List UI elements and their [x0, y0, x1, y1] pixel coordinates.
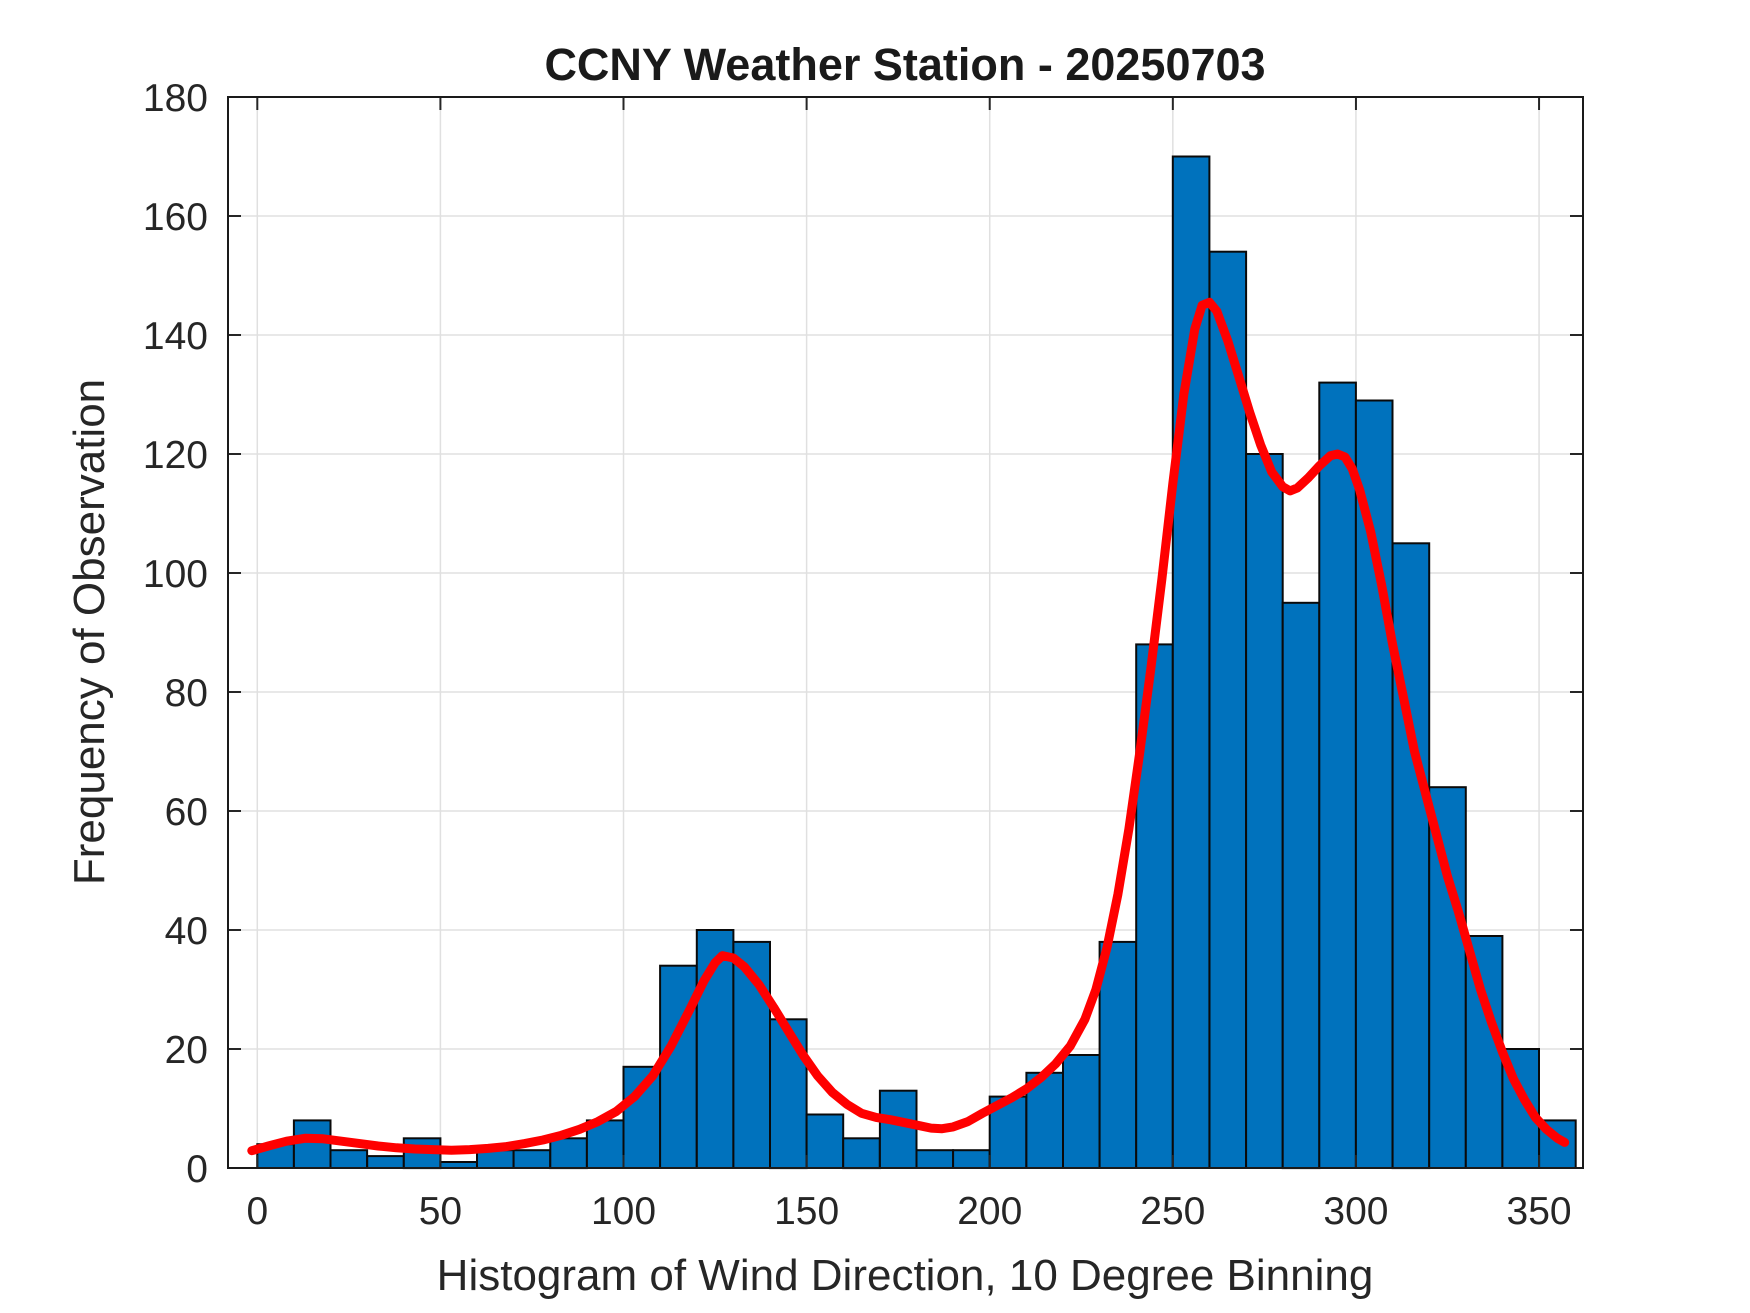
plot-border [227, 96, 1584, 1169]
y-tick-labels: 0 20 40 60 80 100 120 140 160 180 [143, 77, 208, 1191]
fit-curve-line [247, 297, 1570, 1156]
y-tick-label: 0 [186, 1148, 208, 1191]
y-tick-label: 60 [165, 791, 208, 834]
x-tick-label: 150 [774, 1190, 839, 1233]
x-tick-label: 300 [1323, 1190, 1388, 1233]
y-tick-label: 20 [165, 1029, 208, 1072]
histogram-bar [512, 1149, 552, 1169]
x-axis-label: Histogram of Wind Direction, 10 Degree B… [437, 1251, 1374, 1300]
histogram-bar [769, 1018, 808, 1170]
histogram-bar [366, 1155, 405, 1169]
histogram-bars [256, 155, 1577, 1170]
histogram-bar [952, 1149, 991, 1169]
x-tick-label: 0 [246, 1190, 268, 1233]
x-tick-label: 250 [1140, 1190, 1205, 1233]
histogram-bar [1428, 786, 1467, 1169]
histogram-bar [329, 1149, 369, 1169]
y-tick-label: 180 [143, 77, 208, 120]
histogram-bar [1354, 399, 1394, 1169]
x-tick-label: 350 [1507, 1190, 1572, 1233]
y-tick-label: 80 [165, 672, 208, 715]
histogram-bar [1245, 453, 1284, 1169]
histogram-bar [1281, 601, 1321, 1170]
y-tick-label: 120 [143, 434, 208, 477]
histogram-bar [842, 1137, 881, 1170]
x-tick-labels: 0 50 100 150 200 250 300 350 [246, 1190, 1571, 1233]
histogram-bar [549, 1137, 588, 1170]
histogram-bar [1391, 542, 1431, 1170]
histogram-bar [659, 964, 698, 1170]
histogram-bar [1098, 940, 1138, 1170]
y-axis-label: Frequency of Observation [65, 379, 114, 885]
y-tick-label: 160 [143, 196, 208, 239]
y-tick-label: 140 [143, 315, 208, 358]
chart-title: CCNY Weather Station - 20250703 [544, 39, 1265, 90]
x-tick-label: 100 [591, 1190, 656, 1233]
histogram-bar [1062, 1054, 1101, 1169]
histogram-bar [878, 1089, 918, 1169]
histogram-bar [1318, 381, 1357, 1170]
x-tick-label: 200 [957, 1190, 1022, 1233]
histogram-bar [805, 1113, 845, 1169]
x-tick-label: 50 [419, 1190, 462, 1233]
histogram-bar [292, 1119, 332, 1170]
y-tick-label: 100 [143, 553, 208, 596]
histogram-bar [1208, 250, 1248, 1169]
y-tick-label: 40 [165, 910, 208, 953]
histogram-bar [915, 1149, 955, 1169]
